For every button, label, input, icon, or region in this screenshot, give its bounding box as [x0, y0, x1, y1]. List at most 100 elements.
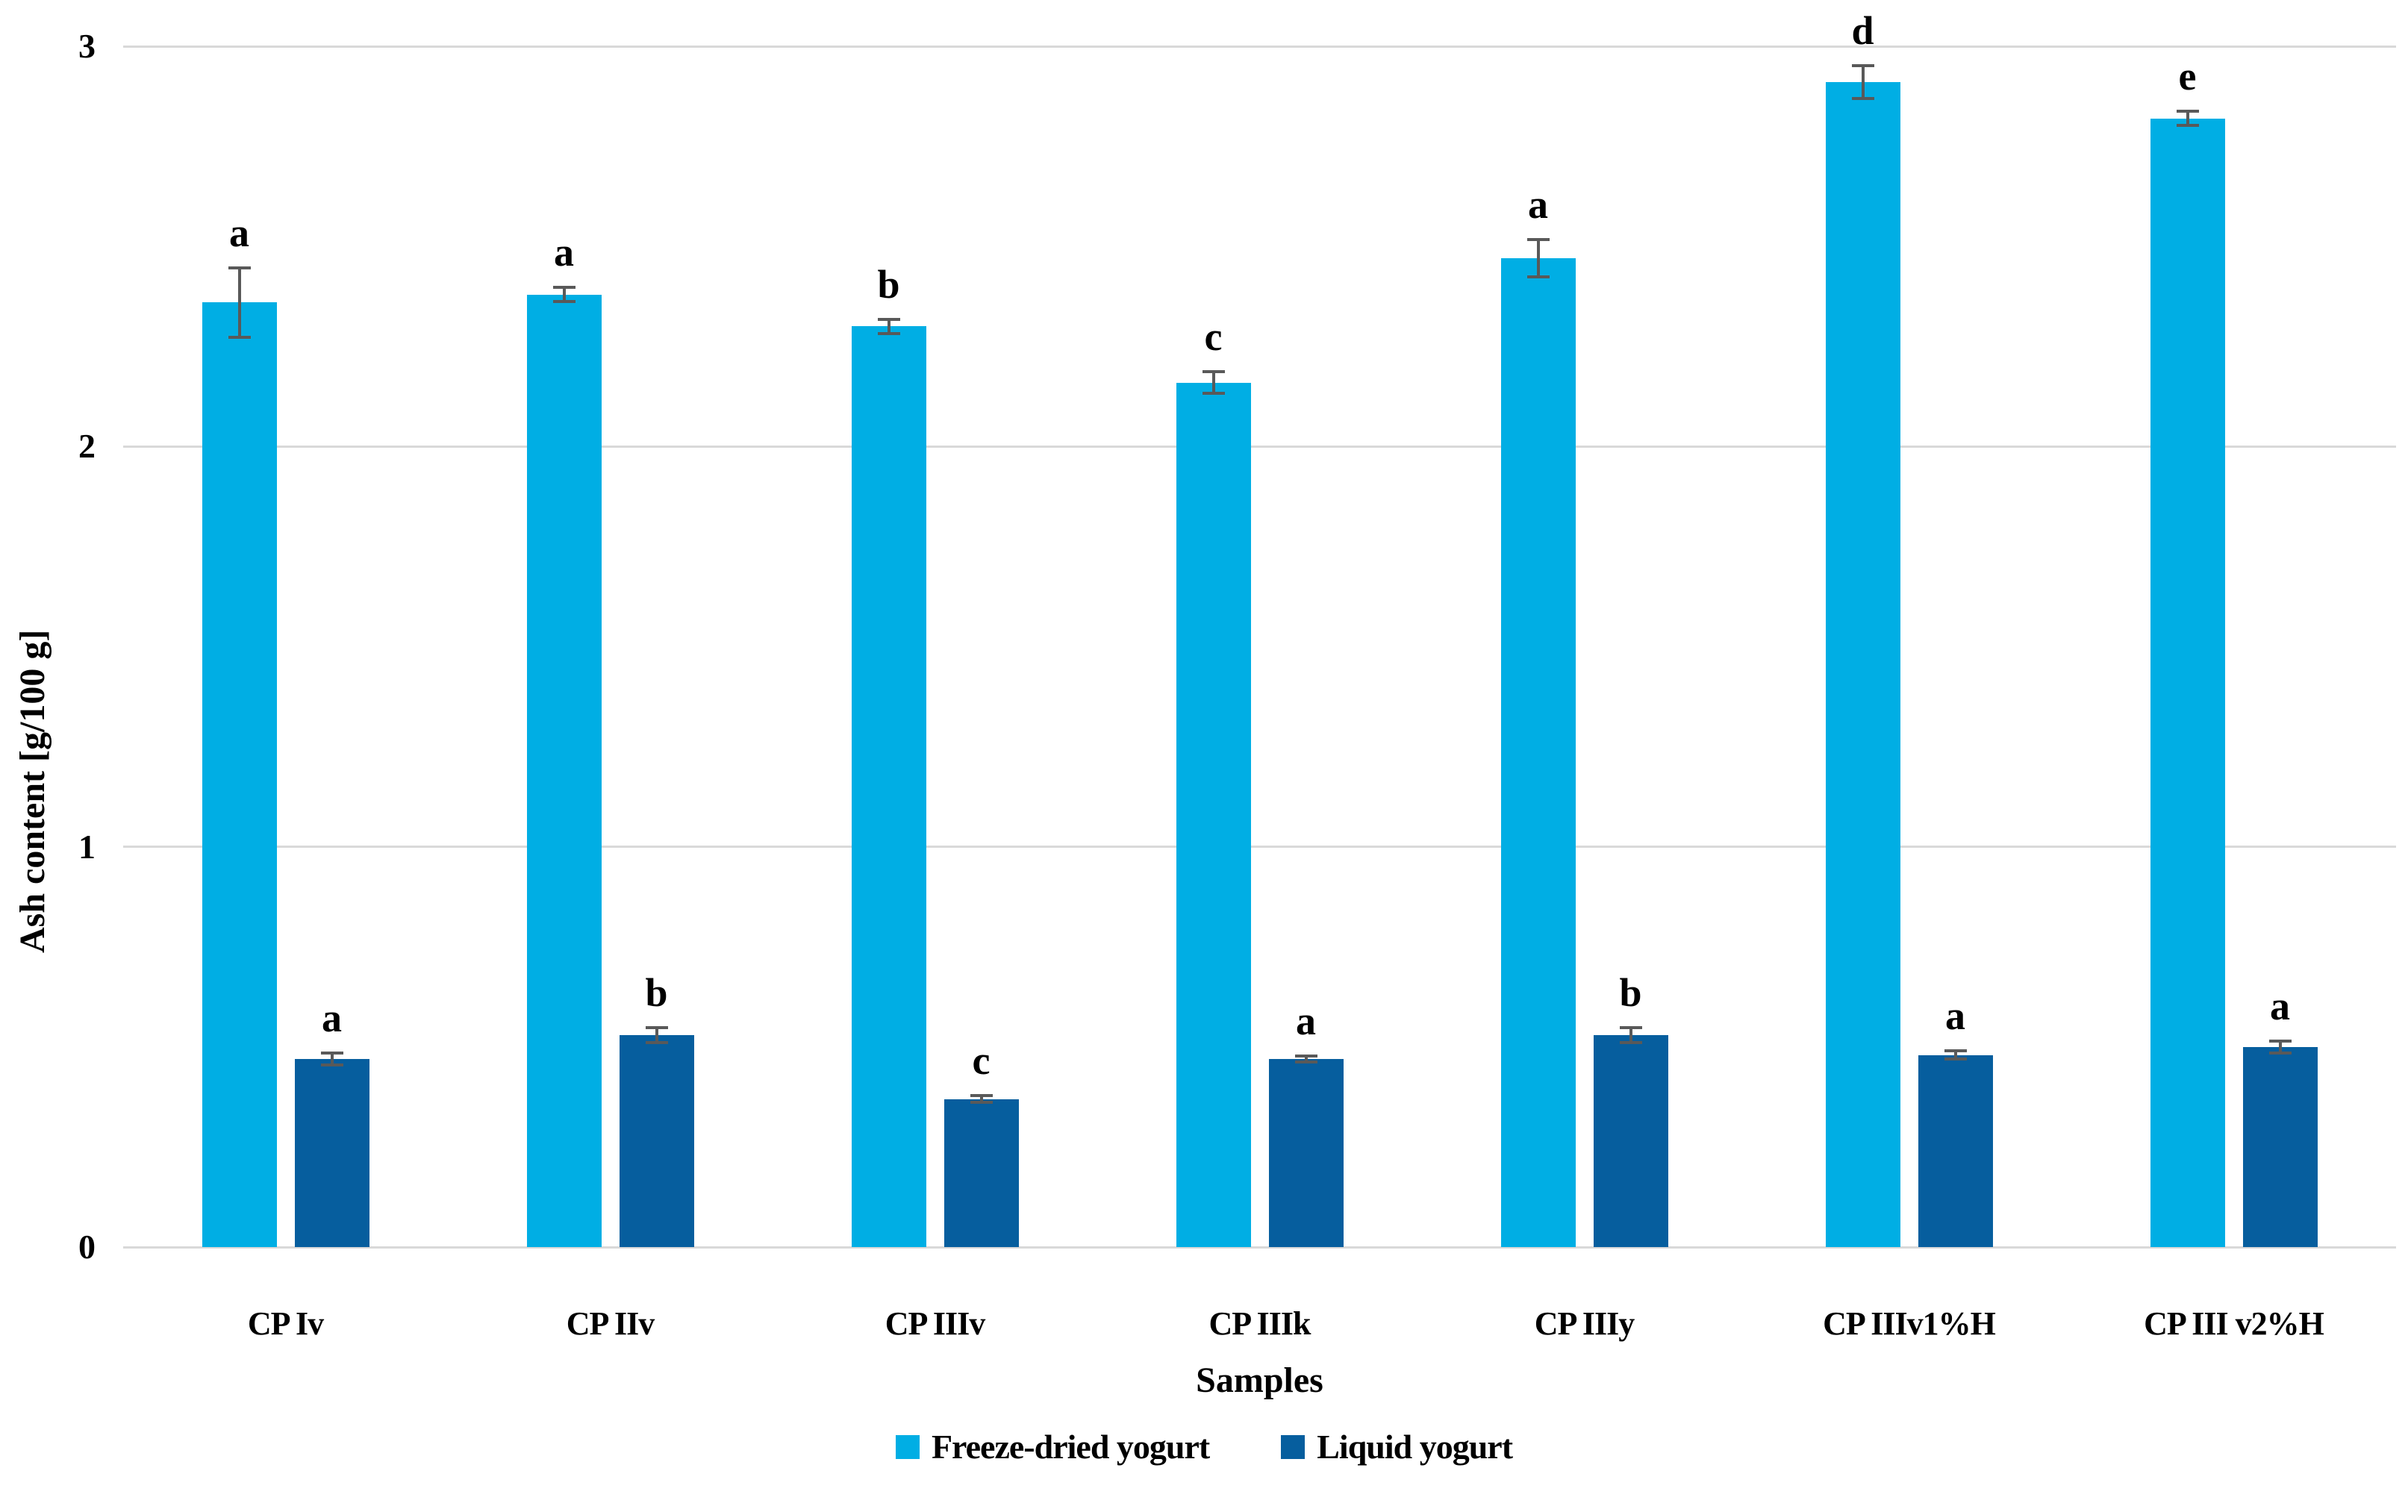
bar-liquid: [619, 1034, 694, 1247]
error-bar-part: [1861, 64, 1865, 101]
error-bar-part: [1619, 1040, 1642, 1044]
error-bar-part: [552, 285, 576, 289]
bar-slot: b: [851, 46, 926, 1247]
significance-letter: b: [645, 969, 668, 1015]
bar-slot: a: [1268, 46, 1344, 1247]
legend-item-freeze-dried: Freeze-dried yogurt: [895, 1427, 1210, 1466]
gridline: [123, 45, 2396, 48]
error-bar-part: [1629, 1025, 1632, 1044]
gridline: [123, 445, 2396, 448]
error-bar: [1526, 238, 1550, 279]
bar-slot: a: [1500, 46, 1576, 1247]
x-axis-category-label: CP IIIv: [885, 1305, 986, 1342]
legend-swatch-freeze-dried: [895, 1434, 920, 1459]
error-bar-part: [562, 285, 566, 304]
significance-letter: a: [2270, 984, 2290, 1029]
significance-letter: d: [1851, 8, 1874, 54]
significance-letter: a: [1945, 993, 1965, 1039]
significance-letter: a: [554, 229, 574, 275]
bar-slot: b: [1593, 46, 1668, 1247]
y-tick-label: 1: [78, 827, 96, 866]
bar-freeze-dried: [1825, 82, 1900, 1247]
error-bar: [2176, 109, 2199, 128]
error-bar-part: [1536, 238, 1540, 279]
error-bar-part: [1202, 370, 1225, 374]
bar-slot: a: [526, 46, 602, 1247]
legend-label-freeze-dried: Freeze-dried yogurt: [931, 1428, 1210, 1466]
error-bar: [1944, 1049, 1967, 1061]
error-bar-part: [1851, 97, 1874, 101]
error-bar-part: [1619, 1025, 1642, 1029]
significance-letter: a: [1296, 998, 1316, 1043]
error-bar: [320, 1052, 343, 1066]
bar-freeze-dried: [851, 326, 926, 1247]
error-bar: [1294, 1054, 1317, 1064]
bar-freeze-dried: [526, 294, 602, 1247]
error-bar-part: [877, 332, 900, 336]
error-bar-part: [1294, 1060, 1317, 1064]
error-bar-part: [1953, 1049, 1957, 1061]
error-bar-part: [1211, 370, 1215, 395]
bar-freeze-dried: [202, 302, 277, 1247]
error-bar: [1619, 1025, 1642, 1044]
y-tick-label: 3: [78, 27, 96, 65]
bar-liquid: [1918, 1055, 1993, 1247]
significance-letter: c: [1204, 314, 1223, 360]
error-bar-part: [655, 1025, 658, 1044]
bar-slot: a: [1918, 46, 1993, 1247]
bar-slot: d: [1825, 10, 1900, 1247]
bar-slot: a: [294, 46, 369, 1247]
error-bar-part: [1294, 1054, 1317, 1058]
bar-liquid: [294, 1058, 369, 1247]
significance-letter: a: [229, 210, 249, 255]
y-tick-label: 0: [78, 1228, 96, 1266]
bar-slot: e: [2150, 46, 2225, 1247]
legend: Freeze-dried yogurt Liquid yogurt: [0, 1427, 2408, 1466]
x-axis-category-label: CP IIIy: [1534, 1305, 1635, 1342]
error-bar-part: [979, 1094, 983, 1104]
x-axis-category-label: CP Iv: [247, 1305, 324, 1342]
bar-slot: c: [943, 46, 1019, 1247]
legend-item-liquid: Liquid yogurt: [1281, 1427, 1513, 1466]
legend-swatch-liquid: [1281, 1434, 1306, 1459]
error-bar-part: [645, 1025, 668, 1029]
error-bar-part: [877, 317, 900, 321]
x-axis-category-label: CP IIIk: [1208, 1305, 1311, 1342]
bar-freeze-dried: [1176, 382, 1251, 1247]
x-axis-category-label: CP IIIv1%H: [1823, 1305, 1996, 1342]
error-bar-part: [1944, 1049, 1967, 1053]
bar-liquid: [943, 1099, 1019, 1247]
error-bar-part: [2268, 1040, 2292, 1043]
error-bar-part: [970, 1101, 993, 1104]
error-bar-part: [228, 266, 251, 269]
bar-slot: a: [2242, 46, 2318, 1247]
bar-liquid: [2242, 1046, 2318, 1247]
error-bar-part: [2176, 124, 2199, 128]
y-axis-title: Ash content [g/100 g]: [13, 629, 52, 953]
error-bar: [645, 1025, 668, 1044]
bar-slot: a: [202, 46, 277, 1247]
error-bar-part: [320, 1063, 343, 1066]
error-bar-part: [887, 317, 890, 336]
gridline: [123, 846, 2396, 849]
x-axis-category-label: CP III v2%H: [2144, 1305, 2324, 1342]
error-bar-part: [1944, 1058, 1967, 1061]
error-bar-part: [2268, 1051, 2292, 1055]
error-bar: [2268, 1040, 2292, 1055]
legend-label-liquid: Liquid yogurt: [1317, 1428, 1513, 1466]
significance-letter: a: [322, 996, 342, 1041]
error-bar: [1851, 64, 1874, 101]
x-axis-category-label: CP IIv: [566, 1305, 655, 1342]
error-bar-part: [645, 1040, 668, 1044]
error-bar: [228, 266, 251, 339]
bar-freeze-dried: [1500, 258, 1576, 1247]
